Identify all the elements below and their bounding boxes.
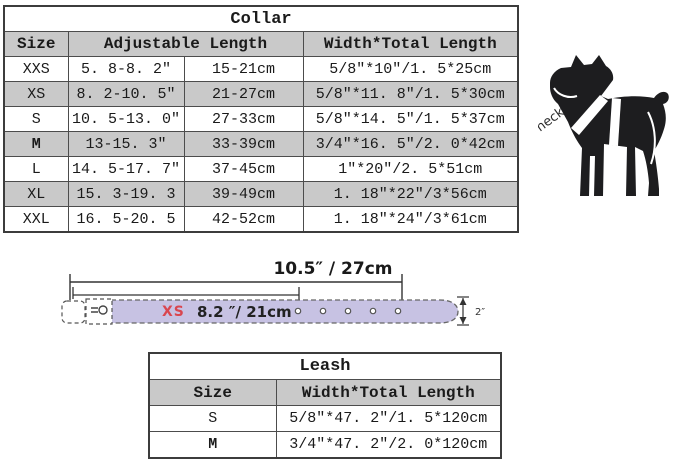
body-strap-gap	[609, 98, 621, 146]
table-row: L 14. 5-17. 7″ 37-45cm 1″*20″/2. 5*51cm	[3, 156, 519, 182]
width-total-cell: 1″*20″/2. 5*51cm	[302, 156, 519, 182]
leash-title-row: Leash	[148, 352, 502, 380]
inches-cell: 13-15. 3″	[67, 131, 185, 157]
collar-title-row: Collar	[3, 5, 519, 32]
collar-header-row: Size Adjustable Length Width*Total Lengt…	[3, 31, 519, 57]
inches-cell: 8. 2-10. 5″	[67, 81, 185, 107]
table-row: S 5/8″*47. 2″/1. 5*120cm	[148, 405, 502, 432]
dog-body-silhouette	[550, 55, 669, 196]
collar-size-table: Collar Size Adjustable Length Width*Tota…	[3, 5, 520, 233]
size-cell: S	[3, 106, 69, 132]
size-cell: M	[148, 431, 277, 459]
outer-length-label: 10.5″ / 27cm	[273, 259, 392, 279]
collar-strap-gap	[571, 95, 608, 135]
inches-cell: 14. 5-17. 7″	[67, 156, 185, 182]
table-row: XXS 5. 8-8. 2″ 15-21cm 5/8″*10″/1. 5*25c…	[3, 56, 519, 82]
width-total-cell: 5/8″*47. 2″/1. 5*120cm	[275, 405, 502, 432]
table-row: XXL 16. 5-20. 5 42-52cm 1. 18″*24″/3*61c…	[3, 206, 519, 233]
cm-cell: 27-33cm	[183, 106, 304, 132]
collar-col-header-size: Size	[3, 31, 69, 57]
size-cell: XXL	[3, 206, 69, 233]
table-row: S 10. 5-13. 0″ 27-33cm 5/8″*14. 5″/1. 5*…	[3, 106, 519, 132]
cm-cell: 39-49cm	[183, 181, 304, 207]
size-cell: S	[148, 405, 277, 432]
neck-collar-line	[553, 87, 578, 98]
table-row: XL 15. 3-19. 3 39-49cm 1. 18″*22″/3*56cm	[3, 181, 519, 207]
cm-cell: 33-39cm	[183, 131, 304, 157]
thigh-highlight-line	[647, 111, 656, 165]
leash-table-title: Leash	[148, 352, 502, 380]
collar-end-tab	[61, 300, 86, 324]
inches-cell: 15. 3-19. 3	[67, 181, 185, 207]
size-cell: XL	[3, 181, 69, 207]
leash-col-header-size: Size	[148, 379, 277, 406]
collar-col-header-adjustable-length: Adjustable Length	[67, 31, 304, 57]
size-cell: XS	[3, 81, 69, 107]
dog-silhouette-figure: neck	[538, 55, 669, 196]
width-arrow	[457, 296, 469, 326]
strap-inner-length-label: 8.2 ″/ 21cm	[197, 303, 292, 321]
inches-cell: 10. 5-13. 0″	[67, 106, 185, 132]
cm-cell: 21-27cm	[183, 81, 304, 107]
leash-col-header-width-total-length: Width*Total Length	[275, 379, 502, 406]
table-row: M 13-15. 3″ 33-39cm 3/4″*16. 5″/2. 0*42c…	[3, 131, 519, 157]
buckle-ring	[98, 305, 108, 315]
inches-cell: 5. 8-8. 2″	[67, 56, 185, 82]
collar-col-header-width-total-length: Width*Total Length	[302, 31, 519, 57]
leash-size-table: Leash Size Width*Total Length S 5/8″*47.…	[148, 352, 503, 459]
size-cell: XXS	[3, 56, 69, 82]
width-total-cell: 5/8″*14. 5″/1. 5*37cm	[302, 106, 519, 132]
buckle-pin-marks	[91, 307, 98, 313]
table-row: XS 8. 2-10. 5″ 21-27cm 5/8″*11. 8″/1. 5*…	[3, 81, 519, 107]
width-total-cell: 5/8″*10″/1. 5*25cm	[302, 56, 519, 82]
strap-size-label: XS	[162, 304, 185, 320]
width-total-cell: 3/4″*16. 5″/2. 0*42cm	[302, 131, 519, 157]
width-total-cell: 3/4″*47. 2″/2. 0*120cm	[275, 431, 502, 459]
width-total-cell: 5/8″*11. 8″/1. 5*30cm	[302, 81, 519, 107]
size-cell: L	[3, 156, 69, 182]
cm-cell: 15-21cm	[183, 56, 304, 82]
table-row: M 3/4″*47. 2″/2. 0*120cm	[148, 431, 502, 459]
width-total-cell: 1. 18″*22″/3*56cm	[302, 181, 519, 207]
cm-cell: 37-45cm	[183, 156, 304, 182]
width-label: 2″	[475, 307, 485, 318]
inches-cell: 16. 5-20. 5	[67, 206, 185, 233]
cm-cell: 42-52cm	[183, 206, 304, 233]
collar-measurement-diagram: 10.5″ / 27cm XS 8.2 ″/ 21cm 2″	[61, 259, 485, 326]
collar-table-title: Collar	[3, 5, 519, 32]
leash-header-row: Size Width*Total Length	[148, 379, 502, 406]
size-cell: M	[3, 131, 69, 157]
width-total-cell: 1. 18″*24″/3*61cm	[302, 206, 519, 233]
collar-strap	[110, 299, 459, 324]
collar-holes	[294, 307, 402, 315]
